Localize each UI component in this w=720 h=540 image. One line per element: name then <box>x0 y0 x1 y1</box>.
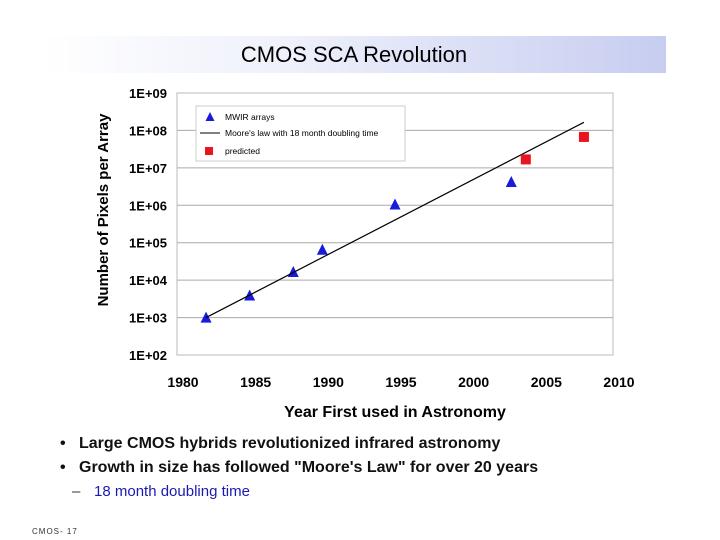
legend-label: Moore's law with 18 month doubling time <box>225 128 379 138</box>
bullet-text: Growth in size has followed "Moore's Law… <box>79 459 539 476</box>
y-tick-label: 1E+02 <box>129 348 167 363</box>
slide-title: CMOS SCA Revolution <box>240 42 468 67</box>
x-tick-label: 1980 <box>167 374 198 390</box>
x-tick-label: 2005 <box>531 374 562 390</box>
y-tick-label: 1E+09 <box>129 86 167 101</box>
y-tick-label: 1E+07 <box>129 161 167 176</box>
x-tick-label: 2000 <box>458 374 489 390</box>
bullet-glyph: • <box>60 459 66 476</box>
x-axis-label: Year First used in Astronomy <box>284 404 506 421</box>
predicted-point <box>520 154 531 165</box>
legend: MWIR arrays Moore's law with 18 month dou… <box>195 105 406 162</box>
mwir-array-point <box>316 243 328 255</box>
y-tick-labels: 1E+02 1E+03 1E+04 1E+05 1E+06 1E+07 1E+08 1E+09 <box>129 86 168 363</box>
x-tick-labels: 1980 1985 1990 1995 2000 2005 2010 <box>167 374 634 390</box>
x-tick-label: 1995 <box>385 374 416 390</box>
x-tick-label: 2010 <box>603 374 634 390</box>
title-bar: CMOS SCA Revolution <box>42 36 666 73</box>
mwir-array-point <box>505 175 517 187</box>
mwir-array-point <box>389 198 401 210</box>
legend-box <box>195 105 406 162</box>
y-tick-label: 1E+08 <box>129 123 167 138</box>
sub-bullet-text: 18 month doubling time <box>94 483 250 500</box>
bullet-item: • Growth in size has followed "Moore's L… <box>60 459 538 477</box>
legend-triangle-swatch <box>205 112 215 121</box>
predicted-point <box>578 131 589 142</box>
bullet-glyph: • <box>60 435 66 452</box>
y-tick-label: 1E+03 <box>129 311 167 326</box>
y-axis-label: Number of Pixels per Array <box>95 113 112 307</box>
legend-label: predicted <box>225 146 260 156</box>
slide-footer: CMOS- 17 <box>32 527 78 536</box>
bullet-text: Large CMOS hybrids revolutionized infrar… <box>79 435 501 452</box>
x-tick-label: 1990 <box>313 374 344 390</box>
sub-bullet-glyph: – <box>72 483 81 500</box>
sub-bullet-item: – 18 month doubling time <box>60 483 538 500</box>
legend-square-swatch <box>205 147 213 155</box>
bullet-list: • Large CMOS hybrids revolutionized infr… <box>60 435 538 500</box>
x-tick-label: 1985 <box>240 374 271 390</box>
y-tick-label: 1E+05 <box>129 236 167 251</box>
data-marks <box>200 121 589 323</box>
bullet-item: • Large CMOS hybrids revolutionized infr… <box>60 435 538 453</box>
y-tick-label: 1E+04 <box>129 273 168 288</box>
legend-label: MWIR arrays <box>225 112 275 122</box>
y-tick-label: 1E+06 <box>129 198 167 213</box>
